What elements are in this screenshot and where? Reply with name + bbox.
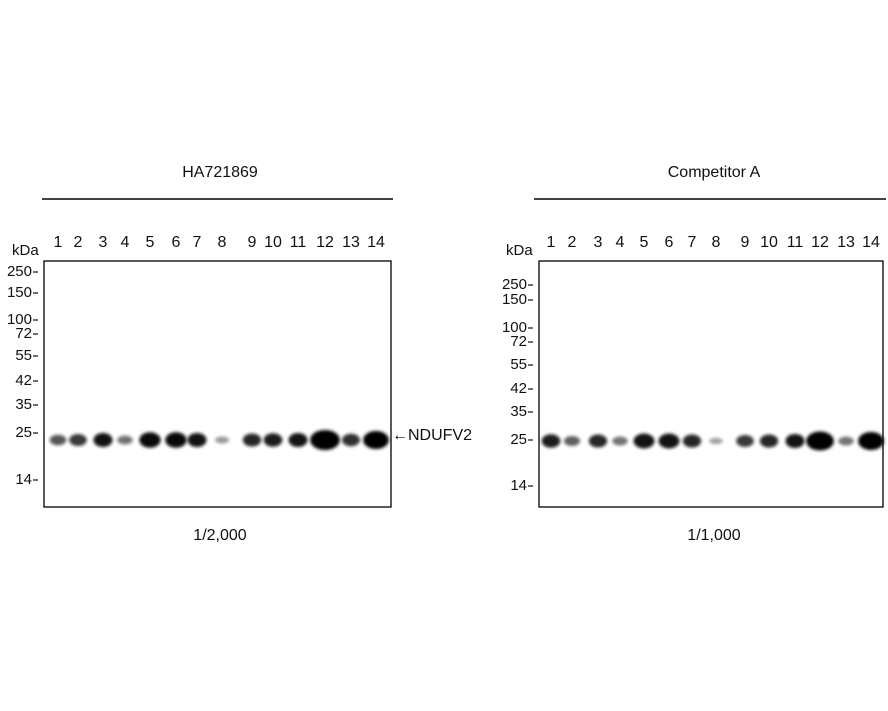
- band: [363, 431, 389, 449]
- band: [785, 434, 805, 448]
- lane-label: 2: [74, 234, 83, 251]
- band: [342, 433, 360, 447]
- lane-label: 13: [342, 234, 360, 251]
- lane-label: 3: [594, 234, 603, 251]
- lane-label: 13: [837, 234, 855, 251]
- lane-label: 12: [316, 234, 334, 251]
- marker-label: 35: [15, 396, 32, 413]
- band: [69, 434, 87, 446]
- dilution: 1/2,000: [193, 527, 246, 544]
- band: [682, 434, 702, 448]
- lane-label: 11: [290, 234, 307, 251]
- lane-label: 9: [248, 234, 257, 251]
- marker-label: 150: [502, 291, 527, 308]
- band: [858, 432, 884, 450]
- marker-label: 25: [510, 431, 527, 448]
- lane-label: 11: [787, 234, 804, 251]
- band: [588, 434, 608, 448]
- band: [242, 433, 262, 447]
- lane-label: 8: [218, 234, 227, 251]
- band: [541, 434, 561, 448]
- band: [310, 430, 340, 450]
- blot: [43, 260, 392, 508]
- band: [263, 433, 283, 447]
- band: [612, 436, 628, 446]
- blot: [538, 260, 884, 508]
- lane-label: 10: [760, 234, 778, 251]
- marker-label: 250: [7, 263, 32, 280]
- lane-label: 3: [99, 234, 108, 251]
- band: [187, 433, 207, 447]
- band: [214, 436, 230, 444]
- band: [117, 435, 133, 445]
- marker-label: 250: [502, 276, 527, 293]
- marker-label: 25: [15, 424, 32, 441]
- lane-label: 1: [54, 234, 63, 251]
- marker-label: 150: [7, 284, 32, 301]
- lane-label: 6: [665, 234, 674, 251]
- lane-label: 4: [616, 234, 625, 251]
- marker-label: 14: [15, 471, 32, 488]
- lane-label: 6: [172, 234, 181, 251]
- band: [288, 433, 308, 447]
- lane-label: 5: [640, 234, 649, 251]
- lane-label: 8: [712, 234, 721, 251]
- marker-label: 55: [15, 347, 32, 364]
- dilution: 1/1,000: [687, 527, 740, 544]
- lane-label: 10: [264, 234, 282, 251]
- lane-label: 7: [688, 234, 697, 251]
- band: [139, 432, 161, 448]
- band: [838, 436, 854, 446]
- band: [633, 433, 655, 449]
- marker-label: 72: [15, 325, 32, 342]
- band-label: ←NDUFV2: [392, 427, 472, 444]
- marker-label: 72: [510, 333, 527, 350]
- lane-label: 14: [862, 234, 880, 251]
- band: [563, 436, 581, 446]
- marker-label: 42: [15, 372, 32, 389]
- lane-label: 7: [193, 234, 202, 251]
- lane-label: 12: [811, 234, 829, 251]
- band: [806, 431, 834, 451]
- band: [93, 433, 113, 447]
- marker-label: 55: [510, 356, 527, 373]
- band: [736, 435, 754, 447]
- band: [165, 432, 187, 448]
- band: [759, 434, 779, 448]
- lane-label: 1: [547, 234, 556, 251]
- kda-label: kDa: [12, 242, 39, 259]
- band: [49, 434, 67, 446]
- band: [658, 433, 680, 449]
- lane-label: 9: [741, 234, 750, 251]
- marker-label: 100: [502, 319, 527, 336]
- panel-title: HA721869: [182, 164, 258, 181]
- lane-label: 2: [568, 234, 577, 251]
- marker-label: 35: [510, 403, 527, 420]
- lane-label: 14: [367, 234, 385, 251]
- lane-label: 5: [146, 234, 155, 251]
- marker-label: 14: [510, 477, 527, 494]
- kda-label: kDa: [506, 242, 533, 259]
- marker-label: 100: [7, 311, 32, 328]
- lane-label: 4: [121, 234, 130, 251]
- marker-label: 42: [510, 380, 527, 397]
- panel-title: Competitor A: [668, 164, 761, 181]
- band: [709, 437, 723, 445]
